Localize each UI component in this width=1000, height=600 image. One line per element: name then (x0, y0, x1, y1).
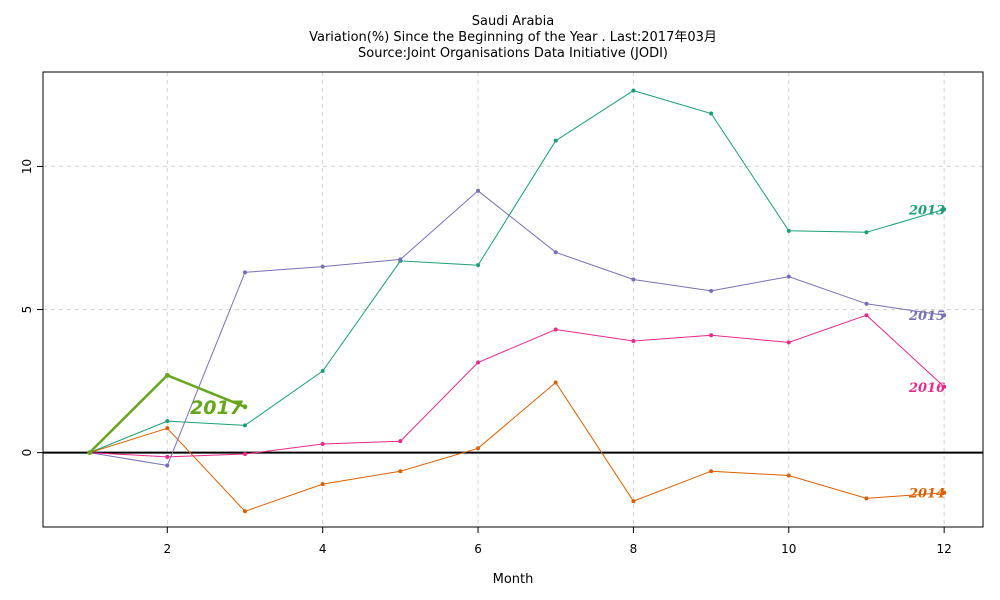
chart-subtitle: Variation(%) Since the Beginning of the … (309, 30, 717, 45)
data-point-2015 (709, 288, 714, 293)
chart-source: Source:Joint Organisations Data Initiati… (358, 46, 668, 61)
data-point-2015 (242, 270, 247, 275)
x-axis-label: Month (493, 572, 534, 587)
data-point-2016 (398, 439, 403, 444)
data-point-2016 (242, 452, 247, 457)
x-tick-label: 2 (163, 542, 171, 556)
axes: 2 4 6 8 10 12 0 5 10 (20, 159, 952, 556)
data-point-2014 (942, 490, 947, 495)
data-point-2016 (165, 454, 170, 459)
y-tick-label: 0 (20, 449, 34, 457)
data-point-2015 (476, 188, 481, 193)
series-2016: 2016 (87, 313, 947, 459)
data-point-2014 (476, 446, 481, 451)
y-tick-label: 5 (20, 306, 34, 314)
series-2017: 2017 (87, 372, 248, 455)
data-point-2013 (320, 369, 325, 374)
data-point-2016 (864, 313, 869, 318)
data-point-2013 (242, 423, 247, 428)
series-label-2013: 2013 (908, 203, 945, 218)
data-point-2014 (320, 482, 325, 487)
x-tick-label: 12 (937, 542, 952, 556)
data-point-2017 (164, 372, 170, 378)
series-line-2013 (89, 90, 945, 454)
x-tick-label: 10 (781, 542, 796, 556)
y-tick-label: 10 (20, 159, 34, 174)
data-point-2017 (242, 404, 248, 410)
x-tick-label: 6 (474, 542, 482, 556)
data-point-2014 (631, 499, 636, 504)
data-point-2016 (320, 442, 325, 447)
plot-frame (42, 71, 984, 528)
series-layer: 2013 2014 2015 2016 2017 (87, 88, 947, 514)
data-point-2014 (786, 473, 791, 478)
x-tick-label: 8 (630, 542, 638, 556)
series-line-2014 (89, 381, 945, 512)
data-point-2014 (242, 509, 247, 514)
data-point-2016 (942, 384, 947, 389)
data-point-2016 (553, 327, 558, 332)
data-point-2013 (631, 88, 636, 93)
data-point-2014 (709, 469, 714, 474)
data-point-2013 (786, 228, 791, 233)
series-2015: 2015 (87, 188, 947, 468)
data-point-2013 (165, 419, 170, 424)
data-point-2015 (398, 257, 403, 262)
series-line-2016 (89, 314, 945, 458)
series-label-2015: 2015 (908, 309, 945, 324)
data-point-2015 (320, 264, 325, 269)
data-point-2014 (864, 496, 869, 501)
chart-title: Saudi Arabia (472, 14, 555, 29)
data-point-2013 (553, 138, 558, 143)
data-point-2015 (942, 313, 947, 318)
data-point-2015 (631, 277, 636, 282)
data-point-2016 (476, 360, 481, 365)
series-2014: 2014 (87, 380, 947, 514)
data-point-2014 (553, 380, 558, 385)
series-label-2014: 2014 (908, 487, 945, 502)
data-point-2017 (87, 450, 93, 455)
x-tick-label: 4 (319, 542, 327, 556)
grid-lines (43, 72, 983, 527)
data-point-2014 (398, 469, 403, 474)
series-label-2017: 2017 (190, 397, 244, 419)
data-point-2014 (165, 426, 170, 431)
data-point-2016 (709, 333, 714, 338)
data-point-2015 (165, 463, 170, 468)
data-point-2016 (786, 340, 791, 345)
series-2013: 2013 (87, 88, 947, 455)
series-label-2016: 2016 (908, 381, 945, 396)
series-line-2015 (89, 190, 945, 467)
data-point-2013 (476, 263, 481, 268)
data-point-2016 (631, 338, 636, 343)
data-point-2013 (942, 207, 947, 212)
data-point-2015 (553, 250, 558, 255)
data-point-2013 (709, 111, 714, 116)
data-point-2015 (786, 274, 791, 279)
data-point-2015 (864, 301, 869, 306)
data-point-2013 (864, 230, 869, 235)
